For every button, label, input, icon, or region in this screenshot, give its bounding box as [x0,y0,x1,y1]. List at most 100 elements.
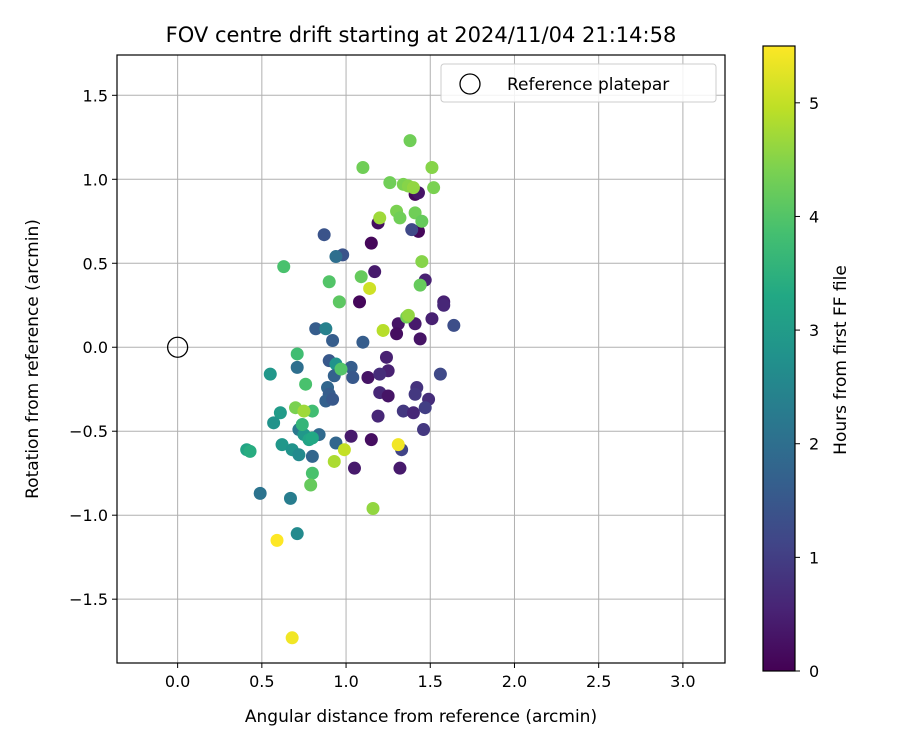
data-point [427,181,441,195]
data-point [347,461,361,475]
data-point [396,404,410,418]
data-point [270,533,284,547]
data-point [373,211,387,225]
data-point [413,278,427,292]
data-point [368,265,382,279]
data-point [344,429,358,443]
data-point [344,360,358,374]
y-axis-label: Rotation from reference (arcmin) [23,219,43,499]
legend: Reference platepar [440,63,717,103]
data-point [356,335,370,349]
data-point [364,236,378,250]
data-point [437,298,451,312]
colorbar-tick-label: 4 [809,207,819,226]
data-point [356,161,370,175]
data-point [283,491,297,505]
data-point [364,433,378,447]
data-point [290,360,304,374]
data-point [337,443,351,457]
y-ticks: −1.5 −1.0 −0.5 0.0 0.5 1.0 1.5 [69,86,117,609]
data-point [403,134,417,148]
data-point [406,181,420,195]
data-point [406,406,420,420]
x-tick-label: 0.0 [165,672,190,691]
data-point [393,461,407,475]
data-point [353,295,367,309]
data-point [326,392,340,406]
data-point [447,318,461,332]
y-tick-label: −0.5 [69,422,108,441]
data-point [405,223,419,237]
grid-lines [117,55,725,663]
x-tick-label: 1.0 [333,672,358,691]
colorbar-tick-label: 3 [809,321,819,340]
colorbar-tick-label: 2 [809,435,819,454]
data-point [326,334,340,348]
x-tick-label: 3.0 [670,672,695,691]
colorbar-gradient [762,45,796,672]
data-point [401,308,415,322]
data-point [299,377,313,391]
data-point [277,260,291,274]
data-point [418,401,432,415]
colorbar-tick-label: 0 [809,662,819,681]
x-tick-label: 2.0 [502,672,527,691]
data-point [433,367,447,381]
data-point [334,362,348,376]
data-point [285,631,299,645]
legend-box [440,63,717,103]
data-point [381,389,395,403]
colorbar-ticks: 0 1 2 3 4 5 [795,94,819,681]
chart-title: FOV centre drift starting at 2024/11/04 … [166,23,677,47]
y-tick-label: 0.5 [83,254,108,273]
colorbar-tick-label: 1 [809,548,819,567]
x-tick-label: 2.5 [586,672,611,691]
data-point [415,255,429,269]
data-point [379,350,393,364]
data-point [366,501,380,515]
colorbar-label: Hours from first FF file [831,265,851,455]
data-point [327,454,341,468]
data-point [317,228,331,242]
data-point [253,486,267,500]
data-point [295,418,309,432]
data-point [322,275,336,289]
y-tick-label: −1.0 [69,506,108,525]
data-point [415,214,429,228]
x-tick-label: 1.5 [418,672,443,691]
data-point [393,211,407,225]
data-point [383,176,397,190]
data-point [267,416,281,430]
data-point [373,367,387,381]
data-point [332,295,346,309]
data-point [290,527,304,541]
data-point [408,387,422,401]
data-point [275,438,289,452]
data-point [354,270,368,284]
data-point [305,449,319,463]
y-tick-label: 0.0 [83,338,108,357]
data-point [371,409,385,423]
data-point [263,367,277,381]
data-point [290,347,304,361]
legend-label-reference: Reference platepar [507,75,669,95]
y-tick-label: −1.5 [69,590,108,609]
reference-layer [166,336,189,358]
x-ticks: 0.0 0.5 1.0 1.5 2.0 2.5 3.0 [165,663,696,691]
y-tick-label: 1.5 [83,86,108,105]
data-point [329,250,343,264]
data-point [273,406,287,420]
legend-marker-reference [459,73,481,95]
data-point [391,438,405,452]
data-point [413,332,427,346]
data-point [319,322,333,336]
plot-frame [116,54,726,664]
data-point [305,431,319,445]
colorbar: 0 1 2 3 4 5 Hours from first FF file [762,45,851,681]
data-point [297,404,311,418]
data-point [390,327,404,341]
data-point [363,281,377,295]
data-point [376,323,390,337]
x-tick-label: 0.5 [249,672,274,691]
